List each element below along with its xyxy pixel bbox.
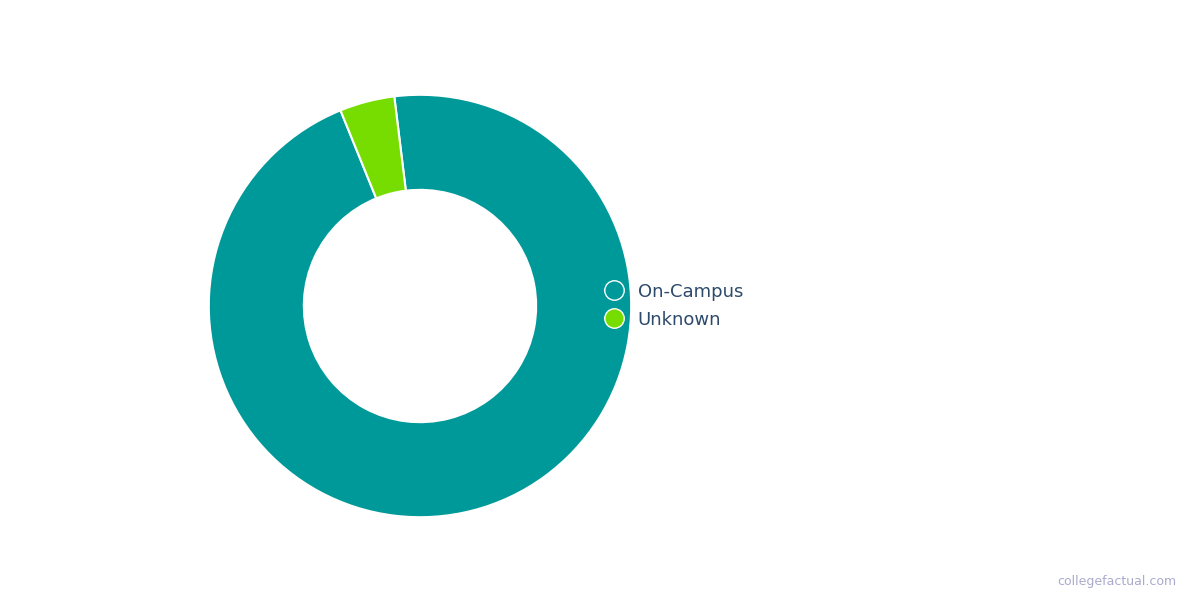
Wedge shape	[209, 95, 631, 517]
Legend: On-Campus, Unknown: On-Campus, Unknown	[598, 276, 750, 336]
Text: 95.8%: 95.8%	[377, 368, 463, 392]
Wedge shape	[341, 97, 406, 199]
Text: collegefactual.com: collegefactual.com	[1057, 575, 1176, 588]
